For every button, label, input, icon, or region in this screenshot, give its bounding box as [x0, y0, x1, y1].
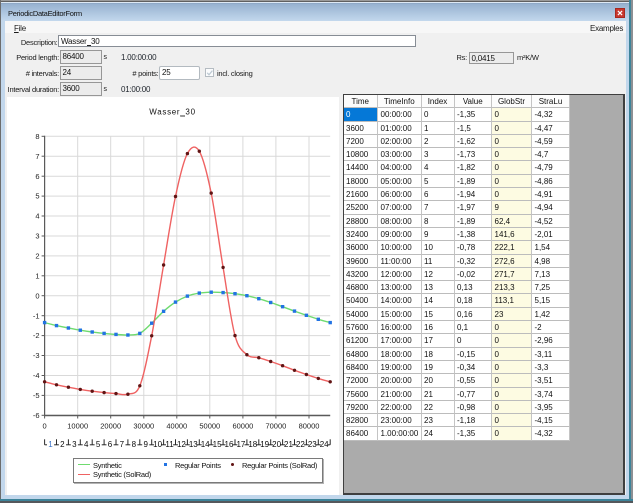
svg-text:4: 4 [35, 212, 39, 221]
svg-text:80000: 80000 [299, 422, 320, 431]
svg-text:70000: 70000 [265, 422, 286, 431]
svg-text:10000: 10000 [67, 422, 88, 431]
svg-text:5: 5 [35, 192, 39, 201]
svg-text:22: 22 [296, 440, 305, 449]
svg-text:7: 7 [35, 152, 39, 161]
svg-text:9: 9 [143, 440, 148, 449]
svg-text:50000: 50000 [199, 422, 220, 431]
svg-text:3: 3 [35, 232, 39, 241]
svg-text:6: 6 [35, 172, 39, 181]
svg-text:-2: -2 [33, 331, 40, 340]
svg-text:24: 24 [320, 440, 329, 449]
svg-text:1: 1 [48, 440, 53, 449]
svg-text:18: 18 [248, 440, 257, 449]
svg-text:40000: 40000 [166, 422, 187, 431]
svg-text:2: 2 [60, 440, 65, 449]
svg-text:1: 1 [35, 271, 39, 280]
svg-text:-1: -1 [33, 311, 40, 320]
svg-text:4: 4 [84, 440, 89, 449]
svg-text:23: 23 [308, 440, 317, 449]
svg-text:19: 19 [260, 440, 269, 449]
svg-text:-5: -5 [33, 391, 40, 400]
svg-text:13: 13 [189, 440, 198, 449]
svg-text:15: 15 [213, 440, 222, 449]
svg-text:6: 6 [108, 440, 113, 449]
svg-text:20: 20 [272, 440, 281, 449]
svg-text:11: 11 [165, 440, 174, 449]
svg-text:-3: -3 [33, 351, 40, 360]
svg-text:16: 16 [225, 440, 234, 449]
svg-text:8: 8 [132, 440, 137, 449]
svg-text:60000: 60000 [232, 422, 253, 431]
svg-text:-4: -4 [33, 371, 40, 380]
svg-text:8: 8 [35, 132, 39, 141]
svg-text:10: 10 [153, 440, 162, 449]
svg-text:0: 0 [35, 291, 39, 300]
svg-text:3: 3 [72, 440, 77, 449]
svg-text:0: 0 [43, 422, 47, 431]
svg-text:20000: 20000 [100, 422, 121, 431]
svg-text:-6: -6 [33, 411, 40, 420]
svg-text:12: 12 [177, 440, 186, 449]
svg-text:Wasser_30: Wasser_30 [149, 108, 195, 117]
svg-text:21: 21 [284, 440, 293, 449]
svg-text:5: 5 [96, 440, 101, 449]
svg-text:14: 14 [201, 440, 210, 449]
svg-text:2: 2 [35, 252, 39, 261]
svg-text:7: 7 [120, 440, 125, 449]
svg-text:17: 17 [236, 440, 245, 449]
svg-text:30000: 30000 [133, 422, 154, 431]
